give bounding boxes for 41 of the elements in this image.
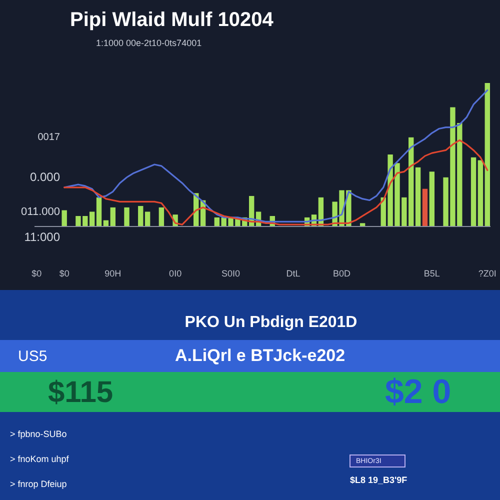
bar: [415, 167, 421, 226]
annotation: 0.000: [30, 170, 60, 184]
bar: [89, 212, 95, 226]
x-tick-label: DtL: [286, 268, 300, 278]
bar: [62, 210, 67, 226]
bar: [484, 83, 490, 226]
text: $L8 19_B3'9F: [350, 475, 408, 485]
x-tick-label: 0I0: [169, 268, 182, 278]
chart-subtitle: 1:1000 00e-2t10-0ts74001: [96, 38, 202, 48]
x-tick-label: $0: [59, 268, 70, 278]
bar: [214, 217, 220, 226]
text: PKO Un Pbdign E201D: [184, 314, 358, 331]
bar: [429, 172, 435, 226]
x-tick-label: S0I0: [222, 268, 240, 278]
chart-title: Pipi Wlaid Mulf 10204: [70, 9, 274, 31]
text: > fnrop Dfeiup: [10, 479, 67, 489]
x-tick-label: B5L: [424, 268, 440, 278]
text: > fpbno-SUBo: [10, 429, 67, 439]
text: US5: [18, 348, 48, 365]
text: A.LiQrl e BTJck-e202: [175, 346, 346, 365]
x-tick-label: 90H: [104, 268, 122, 278]
bar: [422, 188, 428, 226]
bar: [124, 207, 130, 226]
x-tick-label: B0D: [333, 268, 352, 278]
text: $115: [48, 376, 114, 409]
x-tick-label: $0: [32, 268, 42, 278]
bar: [96, 197, 102, 226]
annotation: 0017: [38, 132, 60, 143]
bar: [360, 223, 366, 226]
bar: [478, 160, 484, 226]
bar: [144, 212, 150, 226]
bar: [158, 207, 164, 226]
text: $2 0: [385, 373, 452, 411]
x-tick-label: ?Z0I: [478, 268, 496, 278]
bar: [470, 157, 476, 226]
bar: [138, 206, 144, 226]
bar: [110, 207, 116, 226]
text: > fnoKom uhpf: [10, 454, 70, 464]
annotation: 011.000: [21, 206, 60, 218]
text: 11:000: [24, 230, 60, 244]
bar: [103, 220, 109, 226]
